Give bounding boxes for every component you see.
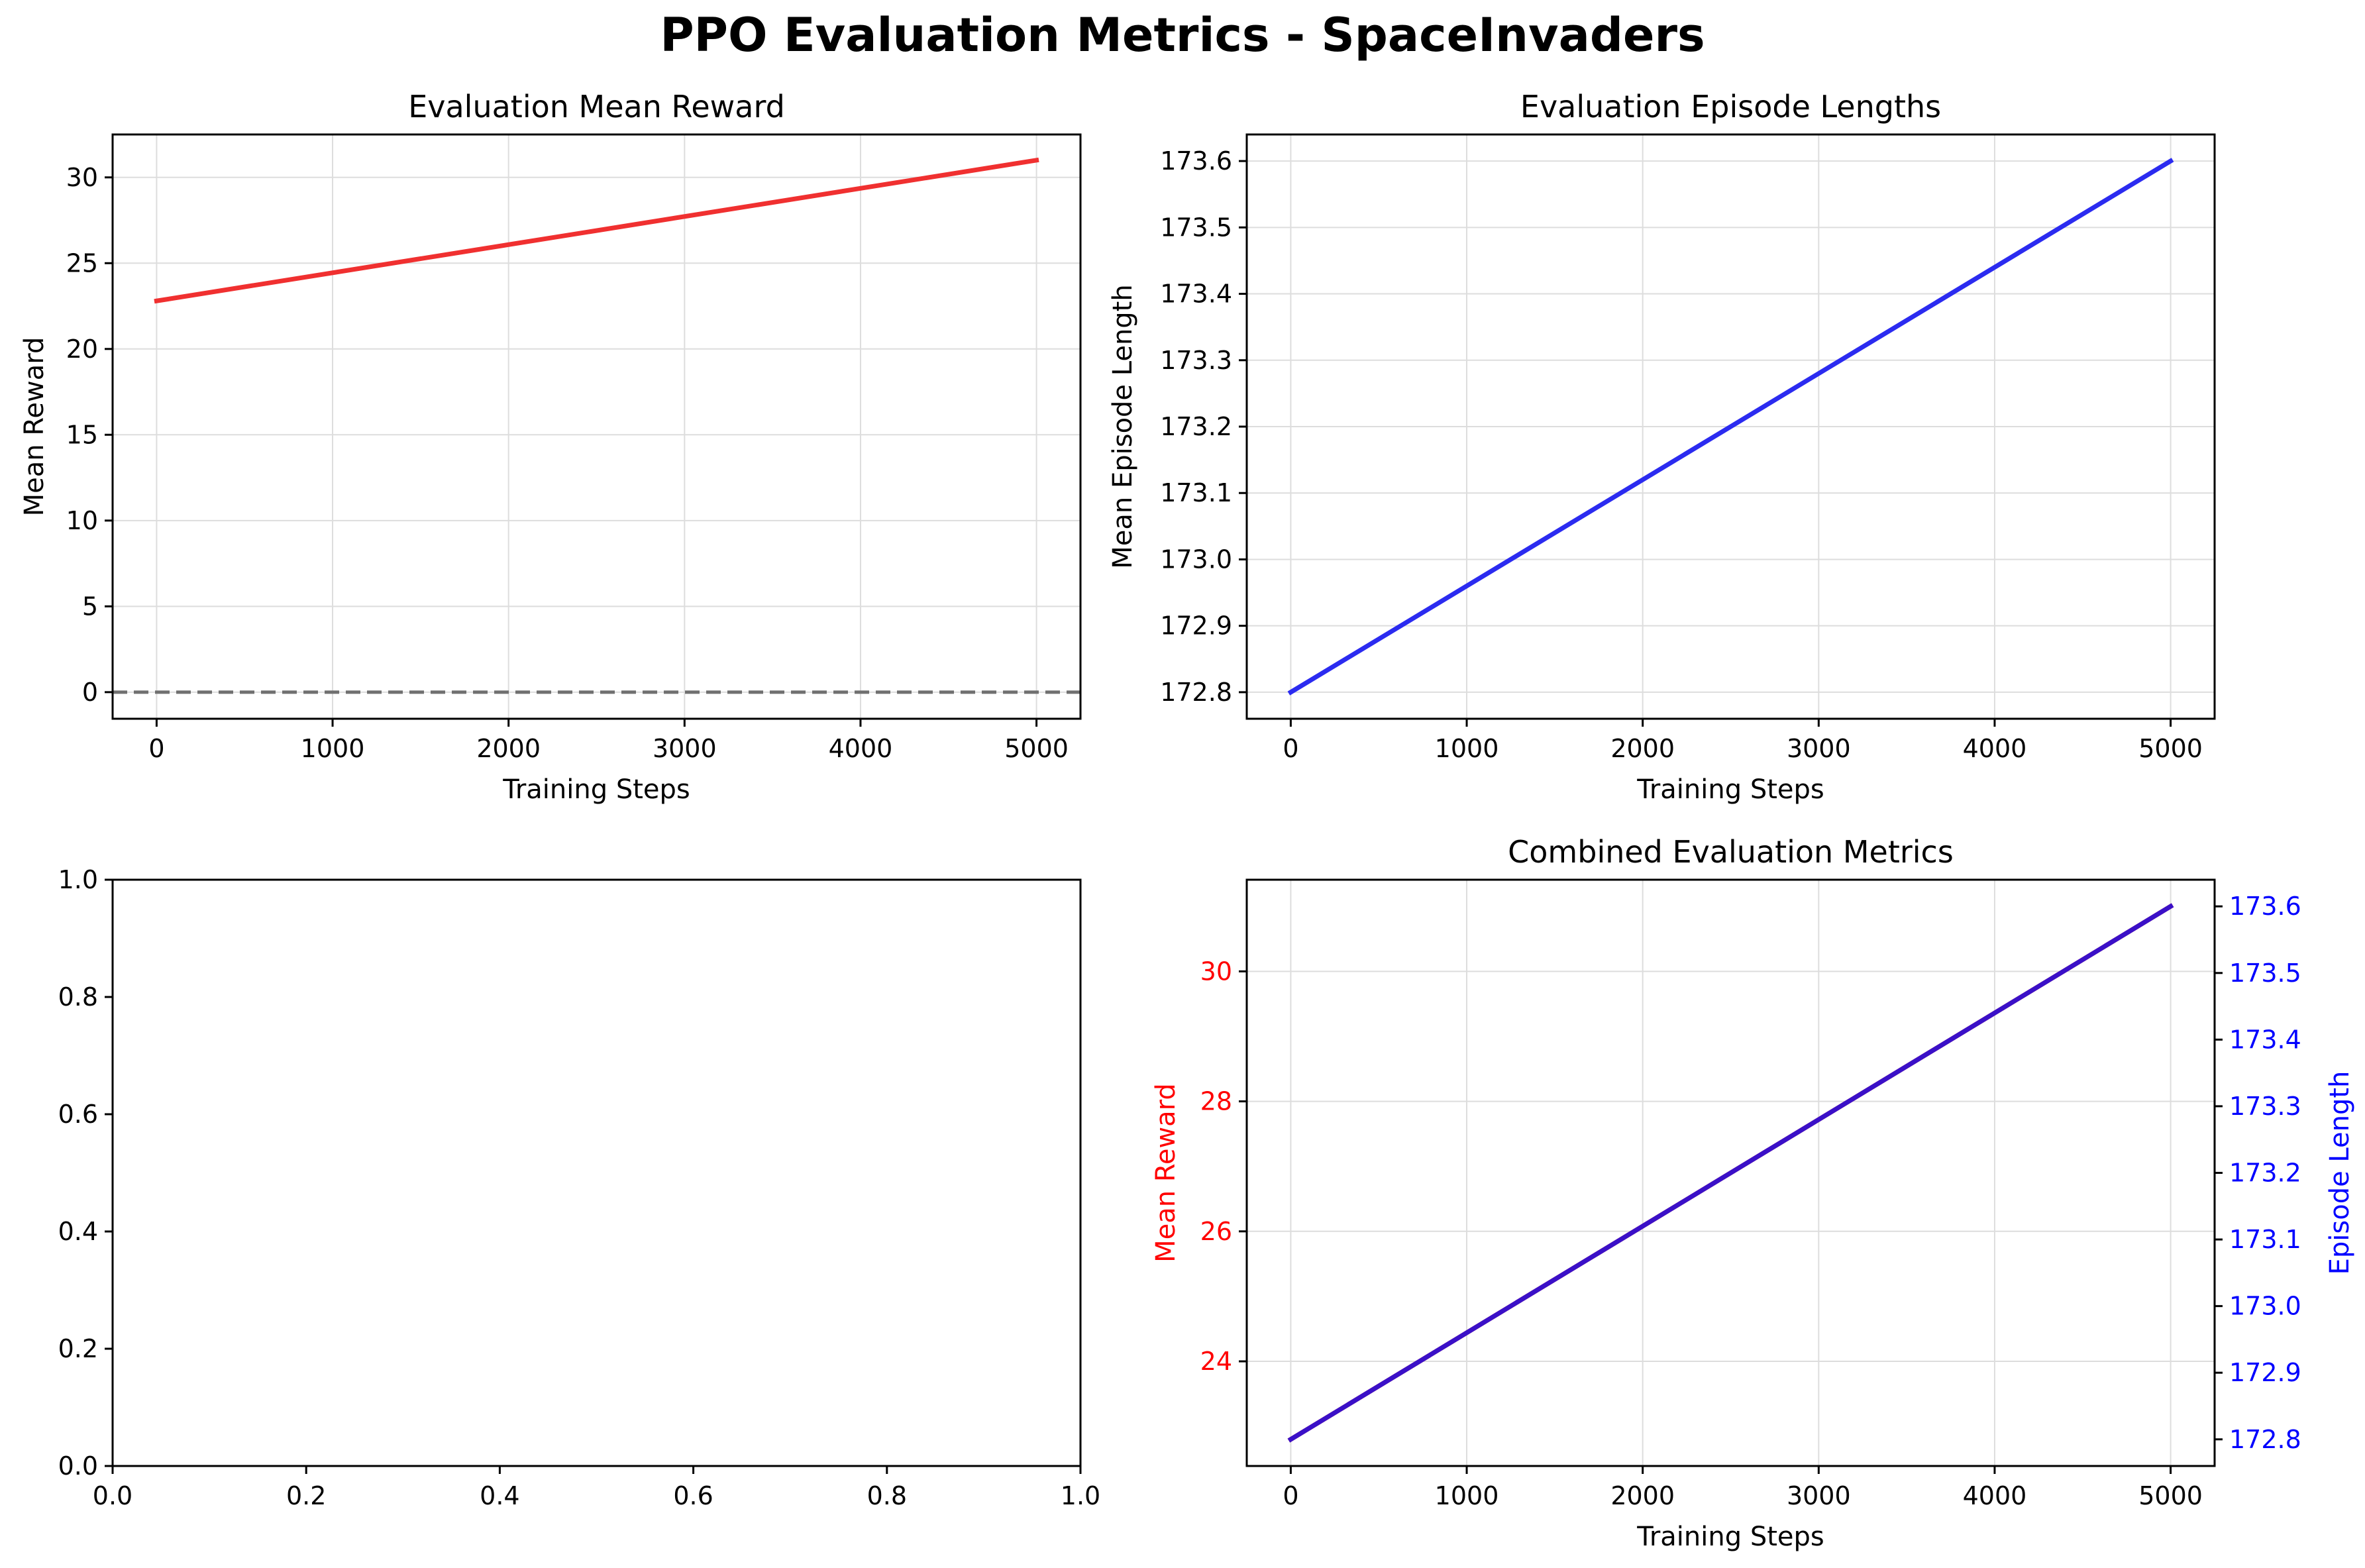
panel4-xtick-label-1: 1000 [1435,1481,1499,1510]
panel1-xtick-label-2: 2000 [476,734,541,763]
panel3-ytick-label-3: 0.6 [58,1100,98,1129]
panel1-ylabel: Mean Reward [19,337,50,517]
panel2-ylabel: Mean Episode Length [1108,284,1138,568]
panel1-ytick-label-5: 25 [66,248,98,278]
panel2-xtick-label-1: 1000 [1435,734,1499,763]
panel3-xtick-label-2: 0.4 [480,1481,519,1510]
panel1-ytick-label-1: 5 [82,592,98,621]
panel4-series-line-1 [1287,903,2174,1443]
panel4-ytick-label-3: 30 [1200,957,1232,986]
panel1-series-line-0 [154,157,1039,304]
panel2-xtick-label-3: 3000 [1787,734,1851,763]
panel2-ytick-label-7: 173.5 [1160,213,1232,242]
panel4-ytick-right-label-8: 173.6 [2229,892,2301,921]
panel1-xtick-label-0: 0 [148,734,164,763]
panel4-xtick-label-0: 0 [1283,1481,1298,1510]
panel1-xtick-label-1: 1000 [301,734,365,763]
panel2-xtick-label-4: 4000 [1963,734,2027,763]
panel2-xtick-label-0: 0 [1283,734,1298,763]
panel2-xtick-label-2: 2000 [1610,734,1675,763]
panel3-xtick-label-5: 1.0 [1061,1481,1100,1510]
panel2-ytick-label-2: 173.0 [1160,545,1232,574]
panel2-ytick-label-5: 173.3 [1160,346,1232,375]
panel2-xlabel: Training Steps [1636,774,1824,805]
panel2-series-line-0 [1287,158,2174,696]
panel4-title: Combined Evaluation Metrics [1508,834,1954,870]
panel1-frame [111,133,1082,720]
panel2-ytick-label-3: 173.1 [1160,478,1232,507]
panel3-ytick-label-0: 0.0 [58,1451,98,1481]
panel4-ylabel: Mean Reward [1151,1083,1181,1263]
panel1-ytick-label-4: 20 [66,335,98,364]
panel1-xtick-label-4: 4000 [829,734,893,763]
panel4-xtick-label-3: 3000 [1787,1481,1851,1510]
panel1-ytick-label-6: 30 [66,163,98,192]
panel3-ytick-label-1: 0.2 [58,1334,98,1363]
panel3-xtick-label-3: 0.6 [673,1481,713,1510]
panel4-ytick-label-0: 24 [1200,1347,1232,1376]
panel4-ytick-right-label-6: 173.4 [2229,1025,2301,1054]
panel2-ytick-label-4: 173.2 [1160,412,1232,441]
panel4-ytick-right-label-1: 172.9 [2229,1358,2301,1387]
panel2-ytick-label-8: 173.6 [1160,146,1232,176]
panel1-xlabel: Training Steps [502,774,690,805]
panel1-ytick-label-2: 10 [66,506,98,535]
panel4-ylabel-right: Episode Length [2325,1071,2355,1275]
panel4-ytick-right-label-2: 173.0 [2229,1292,2301,1321]
panel3-xtick-label-0: 0.0 [93,1481,132,1510]
panel3-ytick-label-2: 0.4 [58,1217,98,1246]
panel4-ytick-right-label-4: 173.2 [2229,1159,2301,1188]
panel2-xtick-label-5: 5000 [2138,734,2203,763]
panel4-ytick-right-label-3: 173.1 [2229,1225,2301,1254]
panel2-title: Evaluation Episode Lengths [1520,89,1941,125]
panel4-ytick-right-label-5: 173.3 [2229,1092,2301,1121]
panel4-xtick-label-5: 5000 [2138,1481,2203,1510]
panel4-ytick-label-2: 28 [1200,1087,1232,1116]
panel1-xtick-label-3: 3000 [653,734,717,763]
panel1-title: Evaluation Mean Reward [408,89,785,125]
figure-title: PPO Evaluation Metrics - SpaceInvaders [660,8,1705,62]
panel3-xtick-label-4: 0.8 [867,1481,907,1510]
panel1-ytick-label-0: 0 [82,678,98,707]
panel4-ytick-right-label-0: 172.8 [2229,1425,2301,1454]
panel4-ytick-right-label-7: 173.5 [2229,959,2301,988]
panel3-ytick-label-4: 0.8 [58,982,98,1012]
panel3-ytick-label-5: 1.0 [58,865,98,894]
panel3-xtick-label-1: 0.2 [286,1481,326,1510]
panel1-ytick-label-3: 15 [66,420,98,449]
panel4-ytick-label-1: 26 [1200,1217,1232,1246]
panel2-ytick-label-6: 173.4 [1160,280,1232,309]
panel2-ytick-label-0: 172.8 [1160,678,1232,707]
panel4-xtick-label-4: 4000 [1963,1481,2027,1510]
panel2-ytick-label-1: 172.9 [1160,611,1232,641]
panel4-xtick-label-2: 2000 [1610,1481,1675,1510]
panel1-xtick-label-5: 5000 [1004,734,1069,763]
panel4-xlabel: Training Steps [1636,1522,1824,1552]
panel3-frame [111,878,1082,1467]
